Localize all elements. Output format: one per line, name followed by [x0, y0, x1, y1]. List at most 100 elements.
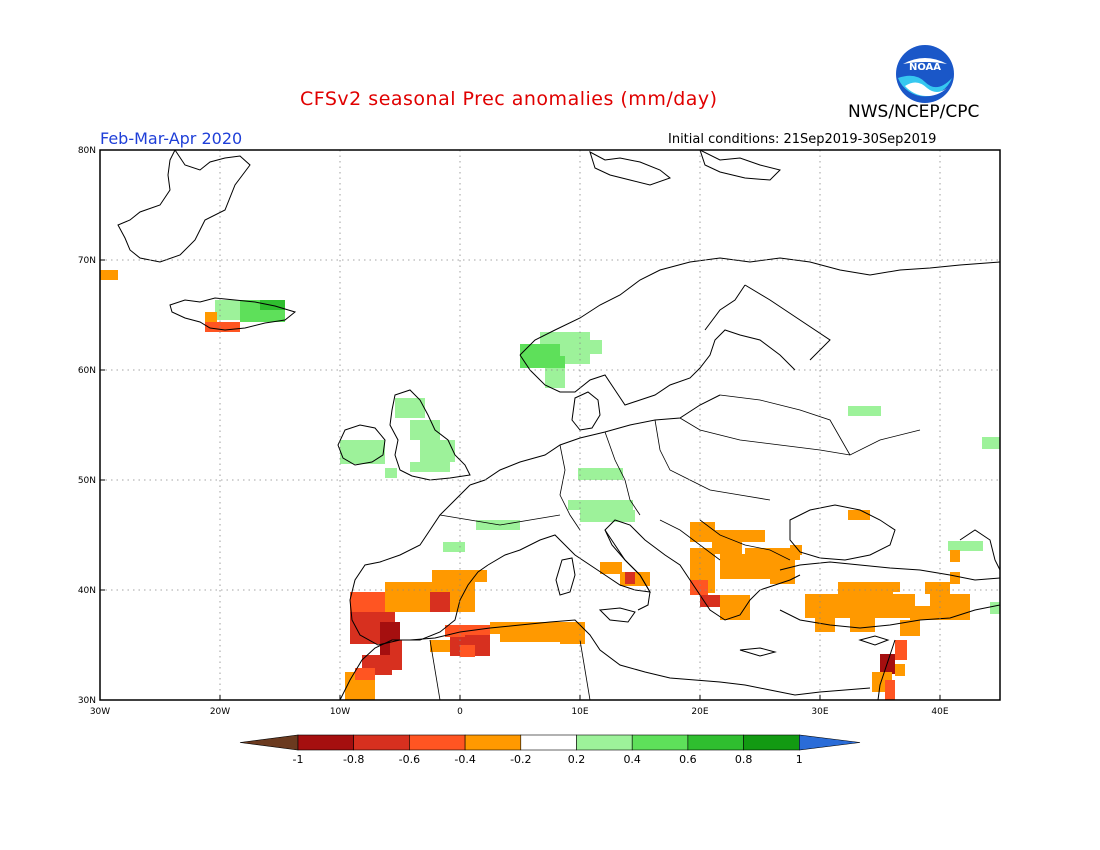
anomaly-cell [560, 344, 590, 364]
longitude-label: 10E [571, 707, 588, 717]
anomaly-cell [580, 510, 635, 522]
anomaly-cell [705, 530, 765, 542]
longitude-label: 30E [811, 707, 828, 717]
organization-label: NWS/NCEP/CPC [848, 102, 980, 122]
anomaly-cell [350, 622, 380, 644]
anomaly-cell [805, 594, 915, 618]
latitude-labels: 80N 70N 60N 50N 40N 30N [78, 146, 105, 706]
longitude-label: 20E [691, 707, 708, 717]
anomaly-cell [625, 572, 635, 584]
anomaly-cell [712, 542, 742, 554]
map-title: CFSv2 seasonal Prec anomalies (mm/day) [300, 88, 718, 110]
anomaly-cell [355, 668, 375, 680]
anomaly-cell [430, 592, 450, 612]
anomaly-cell [885, 680, 895, 700]
anomaly-cell [745, 548, 800, 560]
colorbar-high-triangle [798, 734, 861, 751]
anomaly-cell [385, 468, 397, 478]
anomaly-cell [540, 332, 590, 344]
anomaly-cell [590, 340, 602, 354]
colorbar-label: -1 [293, 753, 304, 766]
longitude-label: 40E [931, 707, 948, 717]
longitude-labels: 30W 20W 10W 0 10E 20E 30E 40E [90, 695, 949, 717]
anomaly-cell [770, 560, 795, 584]
colorbar-segment [297, 734, 355, 751]
longitude-label: 30W [90, 707, 110, 717]
anomaly-cell [460, 645, 475, 657]
latitude-label: 60N [78, 366, 96, 376]
colorbar-label: 0.6 [679, 753, 697, 766]
initial-conditions: Initial conditions: 21Sep2019-30Sep2019 [668, 132, 937, 147]
colorbar-segment [353, 734, 410, 751]
anomaly-cell [430, 640, 450, 652]
colorbar-low-triangle [239, 734, 299, 751]
longitude-label: 0 [457, 707, 463, 717]
colorbar-label: -0.8 [343, 753, 364, 766]
anomaly-cell [443, 542, 465, 552]
anomaly-cell [390, 640, 402, 670]
anomaly-shading [100, 270, 1000, 700]
colorbar-label: 0.8 [735, 753, 753, 766]
forecast-period: Feb-Mar-Apr 2020 [100, 129, 243, 148]
anomaly-cell [520, 344, 560, 356]
anomaly-cell [950, 572, 960, 584]
anomaly-cell [205, 312, 217, 324]
anomaly-cell [215, 310, 240, 320]
colorbar-segment [631, 734, 689, 751]
latitude-label: 70N [78, 256, 96, 266]
coastlines [117, 150, 1000, 700]
anomaly-cell [500, 632, 560, 642]
latitude-label: 30N [78, 696, 96, 706]
colorbar-segment [409, 734, 466, 751]
anomaly-cell [395, 398, 425, 418]
anomaly-cell [948, 541, 983, 551]
colorbar-segment [687, 734, 744, 751]
anomaly-cell [848, 510, 870, 520]
noaa-logo-icon: NOAA [896, 45, 954, 103]
longitude-label: 20W [210, 707, 230, 717]
anomaly-cell [490, 622, 560, 634]
anomaly-cell [690, 580, 708, 595]
anomaly-cell [838, 582, 893, 594]
anomaly-cell [350, 612, 395, 624]
latitude-label: 50N [78, 476, 96, 486]
anomaly-cell [420, 440, 455, 462]
colorbar-label: 0.4 [623, 753, 641, 766]
anomaly-cell [100, 270, 118, 280]
anomaly-cell [545, 368, 565, 388]
latitude-label: 40N [78, 586, 96, 596]
map-frame [99, 149, 1001, 701]
latitude-label: 80N [78, 146, 96, 156]
anomaly-cell [240, 310, 285, 322]
anomaly-cell [578, 468, 623, 480]
colorbar-segment [576, 734, 633, 751]
anomaly-cell [600, 562, 622, 574]
anomaly-cell [340, 440, 385, 464]
colorbar-segment [743, 734, 800, 751]
colorbar-label: 1 [796, 753, 803, 766]
anomaly-cell [432, 570, 487, 582]
anomaly-cell [982, 437, 1000, 449]
anomaly-cell [895, 664, 905, 676]
colorbar: -1 -0.8 -0.6 -0.4 -0.2 0.2 0.4 0.6 0.8 1 [239, 734, 861, 766]
anomaly-cell [950, 550, 960, 562]
colorbar-segment [520, 734, 577, 751]
colorbar-label: -0.6 [399, 753, 420, 766]
anomaly-cell [700, 595, 720, 607]
colorbar-label: 0.2 [568, 753, 586, 766]
anomaly-cell [568, 500, 633, 510]
anomaly-cell [880, 582, 900, 592]
graticule [100, 150, 1000, 700]
colorbar-label: -0.4 [454, 753, 475, 766]
logo-text: NOAA [909, 62, 941, 73]
anomaly-cell [990, 602, 1000, 614]
anomaly-cell [205, 322, 240, 332]
anomaly-cell [520, 356, 565, 368]
anomaly-cell [790, 545, 802, 555]
anomaly-cell [925, 582, 950, 594]
anomaly-cell [895, 640, 907, 660]
colorbar-segment [464, 734, 522, 751]
anomaly-cell [850, 618, 875, 632]
anomaly-cell [560, 622, 585, 644]
